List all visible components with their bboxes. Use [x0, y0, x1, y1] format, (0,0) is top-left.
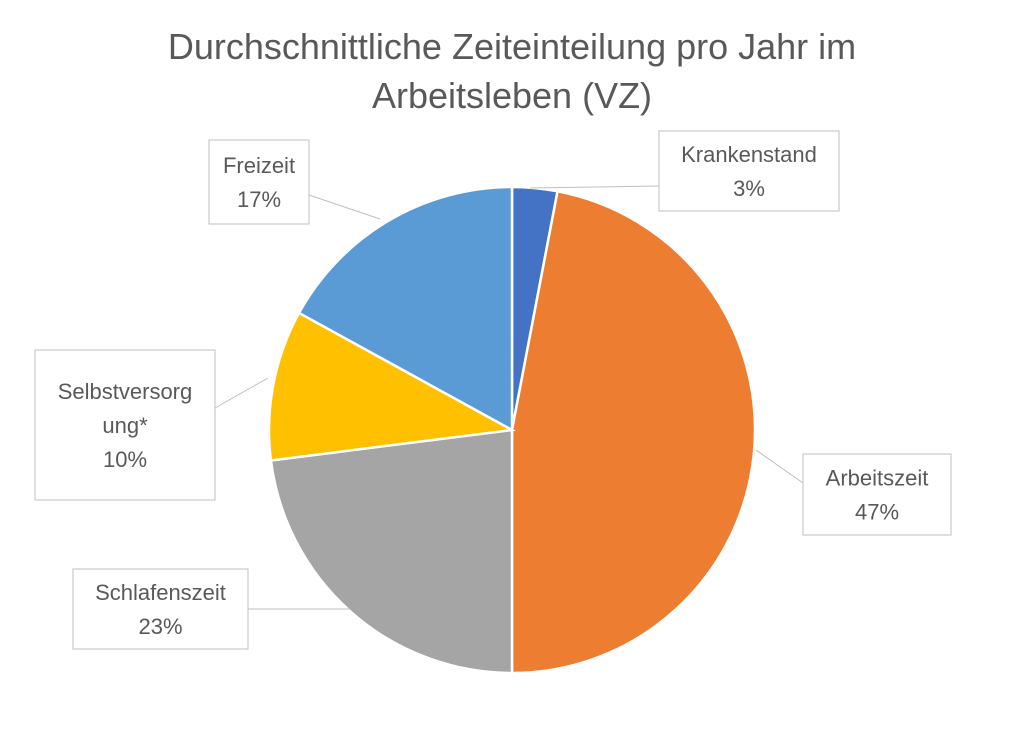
data-label-name-freizeit: Freizeit	[223, 153, 295, 178]
data-label-value-selbstversorgung: 10%	[103, 447, 147, 472]
leader-line-arbeitszeit	[755, 449, 804, 484]
data-label-value-freizeit: 17%	[237, 187, 281, 212]
data-label-value-schlafenszeit: 23%	[138, 614, 182, 639]
pie-slice-freizeit	[297, 185, 514, 433]
chart-title: Durchschnittliche Zeiteinteilung pro Jah…	[168, 26, 856, 116]
data-label-name-arbeitszeit: Arbeitszeit	[826, 466, 929, 491]
data-label-box-schlafenszeit	[72, 568, 249, 650]
data-label-name-schlafenszeit: Schlafenszeit	[95, 580, 226, 605]
data-label-box-selbstversorgung	[34, 349, 216, 501]
data-label-name-krankenstand: Krankenstand	[681, 142, 817, 167]
data-labels: Krankenstand 3% Arbeitszeit 47% Schlafenszei…	[34, 130, 952, 650]
leader-line-krankenstand	[529, 185, 660, 189]
leader-line-freizeit	[308, 194, 381, 220]
chart-title-line-2: Arbeitsleben (VZ)	[372, 75, 652, 116]
pie-slice-selbstversorgung	[267, 311, 516, 462]
data-label-value-arbeitszeit: 47%	[855, 500, 899, 525]
pie-slice-schlafenszeit	[269, 428, 514, 675]
pie-slice-arbeitszeit	[510, 189, 757, 675]
leader-line-selbstversorgung	[214, 377, 269, 409]
pie-slices	[267, 185, 757, 675]
chart-title-line-1: Durchschnittliche Zeiteinteilung pro Jah…	[168, 26, 856, 67]
data-label-name-selbstversorgung: Selbstversorg	[58, 379, 193, 404]
data-label-value-krankenstand: 3%	[733, 176, 765, 201]
data-label-box-krankenstand	[658, 130, 840, 212]
data-label-name-selbstversorgung: ung*	[102, 413, 148, 438]
data-label-box-arbeitszeit	[802, 453, 952, 536]
data-label-box-freizeit	[208, 139, 310, 225]
